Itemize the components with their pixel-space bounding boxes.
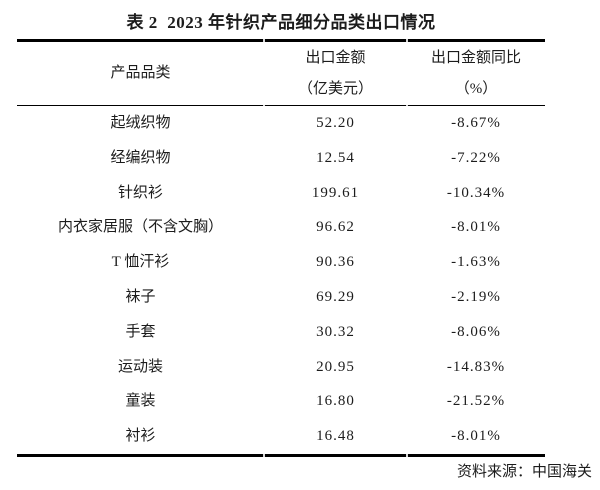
header-cell-category: 产品品类 bbox=[17, 42, 264, 105]
yoy-cell: -8.67% bbox=[451, 115, 501, 131]
category-cell: 手套 bbox=[125, 323, 156, 340]
header-label-yoy-unit: （%） bbox=[454, 80, 498, 97]
rule-notch bbox=[406, 105, 408, 106]
yoy-cell: -21.52% bbox=[446, 393, 506, 410]
amount-cell: 96.62 bbox=[316, 219, 355, 236]
yoy-cell: -8.01% bbox=[451, 219, 501, 236]
table-row: 针织衫 199.61 -10.34% bbox=[17, 176, 545, 211]
table-row: 内衣家居服（不含文胸） 96.62 -8.01% bbox=[17, 210, 545, 245]
amount-cell: 52.20 bbox=[316, 115, 355, 131]
amount-cell: 16.80 bbox=[316, 393, 355, 410]
rule-notch bbox=[406, 39, 408, 42]
table-row: 起绒织物 52.20 -8.67% bbox=[17, 106, 545, 141]
header-cell-amount: 出口金额 （亿美元） bbox=[264, 42, 407, 105]
category-cell: 运动装 bbox=[117, 358, 163, 375]
header-row: 产品品类 出口金额 （亿美元） 出口金额同比 （%） bbox=[17, 39, 545, 106]
table-row: 衬衫 16.48 -8.01% bbox=[17, 419, 545, 454]
table-row: 经编织物 12.54 -7.22% bbox=[17, 141, 545, 176]
amount-cell: 30.32 bbox=[316, 323, 355, 340]
amount-cell: 20.95 bbox=[316, 358, 355, 375]
category-cell: 童装 bbox=[125, 393, 156, 410]
export-table: 产品品类 出口金额 （亿美元） 出口金额同比 （%） 起绒织物 52.20 -8… bbox=[17, 39, 545, 457]
header-label-amount-unit: （亿美元） bbox=[297, 80, 373, 97]
amount-cell: 12.54 bbox=[316, 149, 355, 166]
category-cell: 袜子 bbox=[125, 288, 156, 305]
rule-notch bbox=[263, 454, 265, 457]
yoy-cell: -10.34% bbox=[446, 184, 506, 201]
yoy-cell: -8.06% bbox=[451, 323, 501, 340]
table-body: 起绒织物 52.20 -8.67% 经编织物 12.54 -7.22% 针织衫 … bbox=[17, 106, 545, 457]
rule-notch bbox=[406, 454, 408, 457]
category-cell: 内衣家居服（不含文胸） bbox=[57, 219, 223, 236]
table-row: 手套 30.32 -8.06% bbox=[17, 315, 545, 350]
amount-cell: 16.48 bbox=[316, 428, 355, 445]
header-label-amount: 出口金额 bbox=[305, 49, 366, 66]
table-title: 表 2 2023 年针织产品细分品类出口情况 bbox=[126, 13, 436, 32]
category-cell: 经编织物 bbox=[110, 149, 171, 166]
yoy-cell: -7.22% bbox=[451, 149, 501, 166]
table-row: 运动装 20.95 -14.83% bbox=[17, 350, 545, 385]
yoy-cell: -14.83% bbox=[446, 358, 506, 375]
category-cell: 起绒织物 bbox=[110, 115, 171, 131]
header-cell-yoy: 出口金额同比 （%） bbox=[407, 42, 545, 105]
source-note: 资料来源：中国海关 bbox=[456, 464, 592, 480]
rule-notch bbox=[263, 105, 265, 106]
header-label-category: 产品品类 bbox=[110, 65, 171, 81]
category-cell: T 恤汗衫 bbox=[111, 254, 170, 271]
amount-cell: 69.29 bbox=[316, 288, 355, 305]
table-row: T 恤汗衫 90.36 -1.63% bbox=[17, 245, 545, 280]
amount-cell: 199.61 bbox=[311, 184, 360, 201]
header-label-yoy: 出口金额同比 bbox=[430, 49, 521, 66]
yoy-cell: -2.19% bbox=[451, 288, 501, 305]
table-row: 童装 16.80 -21.52% bbox=[17, 384, 545, 419]
yoy-cell: -1.63% bbox=[451, 254, 501, 271]
rule-notch bbox=[263, 39, 265, 42]
category-cell: 针织衫 bbox=[117, 184, 163, 201]
category-cell: 衬衫 bbox=[125, 428, 156, 445]
amount-cell: 90.36 bbox=[316, 254, 355, 271]
yoy-cell: -8.01% bbox=[451, 428, 501, 445]
table-row: 袜子 69.29 -2.19% bbox=[17, 280, 545, 315]
